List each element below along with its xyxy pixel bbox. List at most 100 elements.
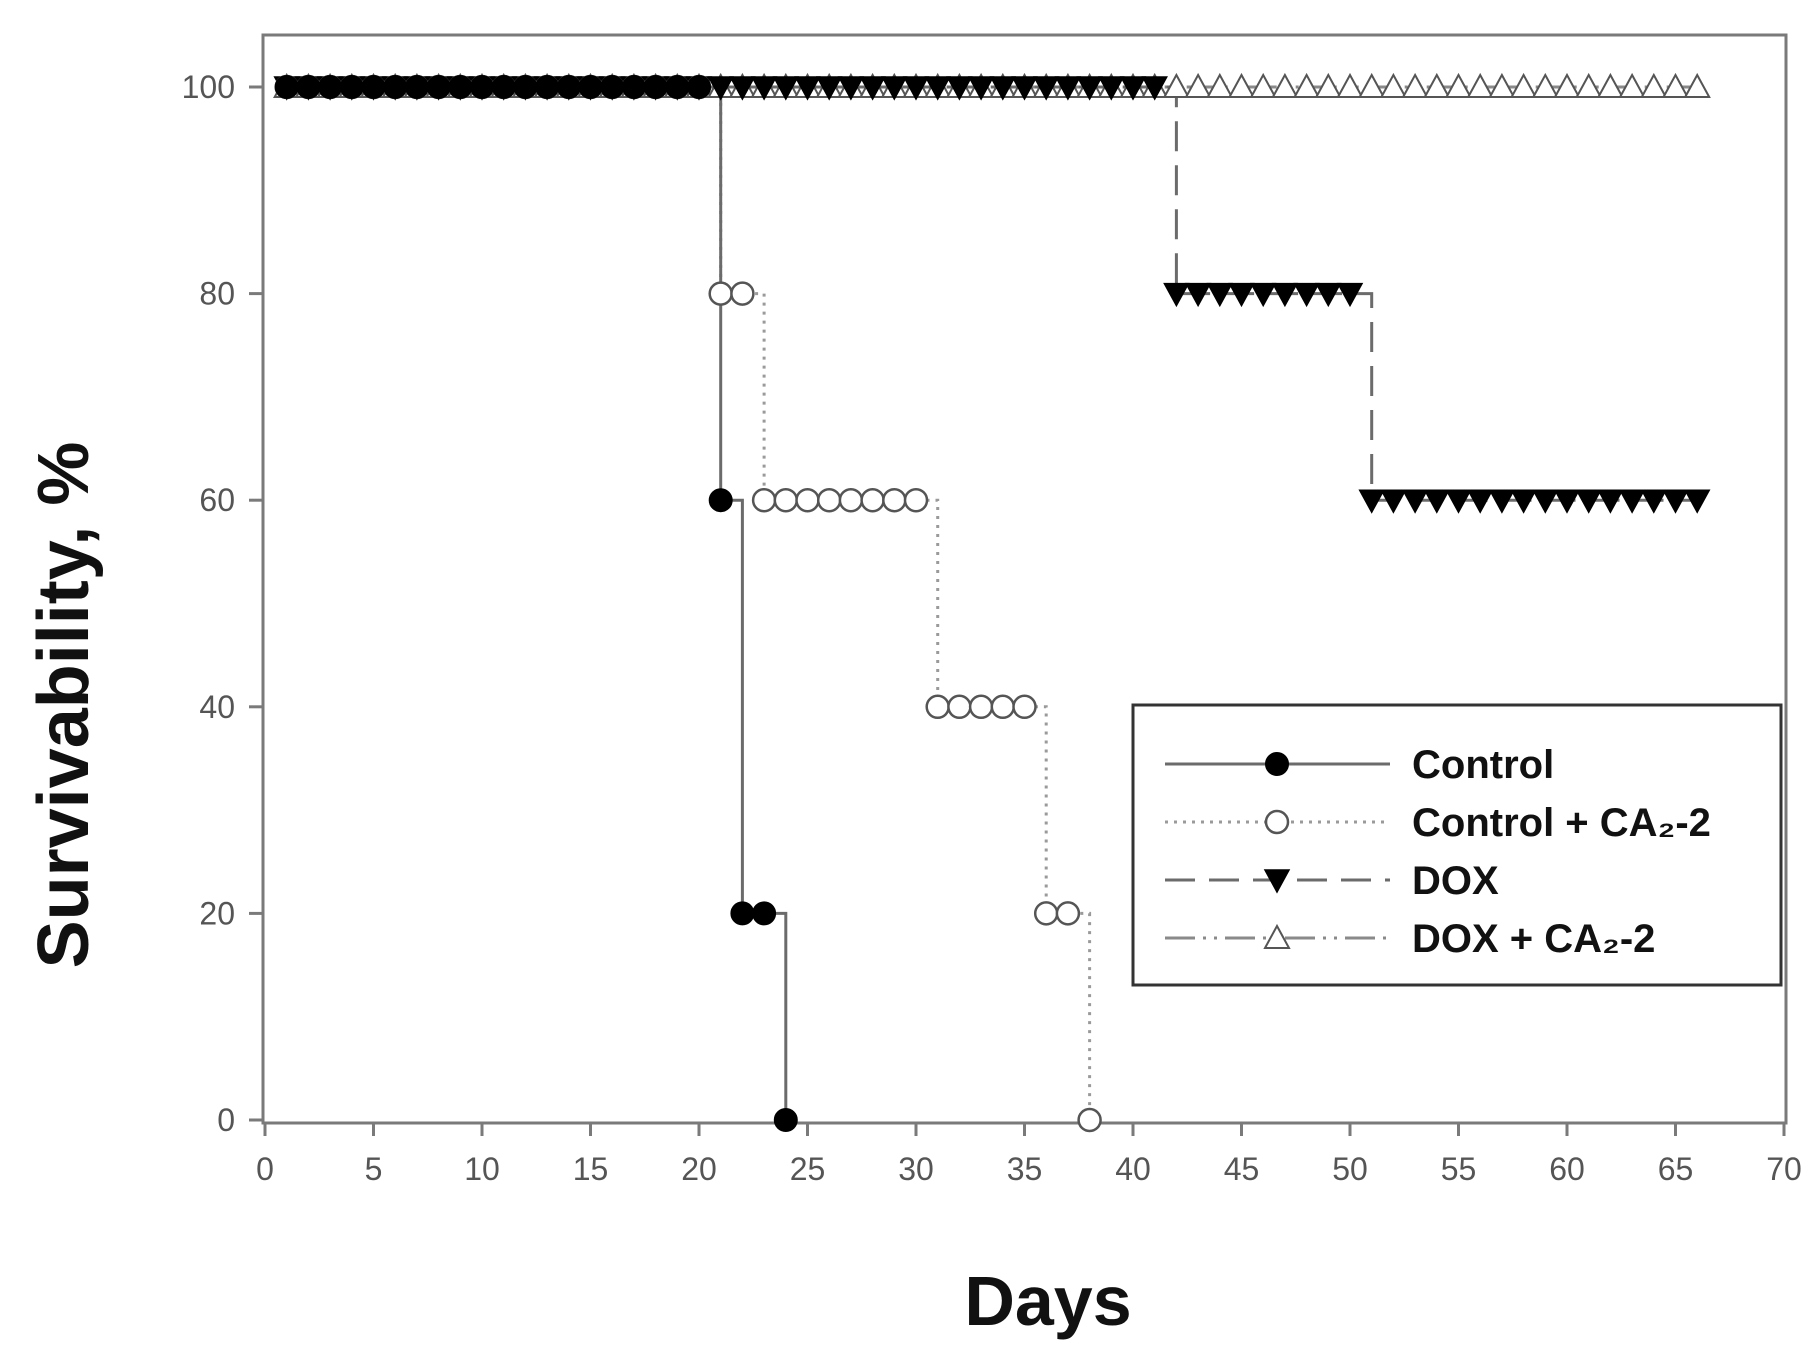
y-tick-label: 100 (182, 69, 235, 105)
x-tick-label: 5 (365, 1151, 383, 1187)
x-tick-label: 50 (1332, 1151, 1368, 1187)
data-point (794, 76, 821, 101)
data-point (1553, 72, 1581, 98)
data-point (837, 76, 865, 101)
y-axis-title: Survivability, % (24, 442, 104, 969)
x-tick-label: 55 (1441, 1151, 1477, 1187)
data-point (383, 75, 408, 99)
x-tick-label: 20 (681, 1151, 717, 1187)
data-point (1098, 76, 1125, 101)
data-point (621, 75, 646, 99)
data-point (1271, 282, 1299, 308)
data-point (1466, 72, 1494, 98)
data-point (1077, 1107, 1102, 1133)
data-point (643, 75, 668, 99)
data-point (404, 75, 429, 99)
legend-marker (1265, 752, 1289, 776)
data-point (773, 1108, 798, 1132)
legend-entries: Control Control + CA₂-2 DOX DOX + CA₂-2 (1165, 743, 1711, 961)
data-point (902, 76, 930, 101)
data-point (1531, 72, 1559, 98)
x-axis-title: Days (964, 1262, 1131, 1340)
series-line (286, 85, 1698, 502)
y-tick-label: 0 (217, 1102, 235, 1138)
data-point (882, 487, 907, 513)
legend-label: DOX (1412, 859, 1499, 903)
data-point (1119, 76, 1147, 101)
data-point (1032, 76, 1060, 101)
data-point (772, 76, 800, 101)
y-tick-label: 60 (199, 482, 235, 518)
x-tick-label: 35 (1007, 1151, 1043, 1187)
data-point (1011, 76, 1038, 101)
legend-label: DOX + CA₂-2 (1412, 917, 1655, 961)
data-point (665, 75, 690, 99)
data-point (1358, 72, 1386, 98)
data-point (947, 694, 972, 720)
data-point (600, 75, 625, 99)
data-point (773, 487, 799, 513)
data-point (1640, 489, 1668, 514)
y-tick-label: 20 (199, 895, 235, 931)
data-point (1055, 901, 1081, 926)
data-point (968, 694, 994, 720)
data-point (1141, 76, 1168, 101)
data-point (1380, 489, 1407, 514)
data-point (989, 76, 1017, 101)
x-tick-label: 40 (1115, 1151, 1151, 1187)
data-point (881, 76, 908, 101)
data-point (1597, 489, 1624, 514)
data-point (339, 75, 364, 99)
data-point (1401, 489, 1429, 514)
data-point (1423, 72, 1451, 98)
data-point (1358, 489, 1385, 514)
data-point (903, 487, 929, 513)
data-point (1683, 489, 1711, 514)
legend-label: Control (1412, 743, 1554, 787)
data-point (1249, 282, 1277, 308)
series-line (286, 85, 788, 1120)
data-point (1163, 282, 1190, 308)
data-point (1184, 282, 1212, 308)
data-point (815, 76, 843, 101)
data-point (361, 75, 386, 99)
x-tick-label: 0 (256, 1151, 274, 1187)
data-point (990, 694, 1016, 720)
data-point (318, 75, 343, 99)
data-point (1683, 72, 1711, 98)
x-tick-label: 45 (1224, 1151, 1260, 1187)
data-point (1033, 901, 1059, 926)
data-point (925, 694, 950, 720)
legend-label: Control + CA₂-2 (1412, 801, 1711, 845)
data-point (707, 76, 734, 101)
data-point (1596, 72, 1625, 98)
data-point (426, 75, 451, 99)
data-point (1575, 489, 1602, 514)
y-tick-label: 40 (199, 689, 235, 725)
data-point (1509, 72, 1538, 98)
data-point (1401, 72, 1429, 98)
data-point (513, 75, 538, 99)
data-point (448, 75, 473, 99)
legend: Control Control + CA₂-2 DOX DOX + CA₂-2 (1131, 703, 1783, 987)
legend-marker (1264, 809, 1290, 835)
data-point (795, 487, 820, 513)
data-point (1054, 76, 1082, 101)
data-point (274, 75, 299, 99)
data-point (946, 76, 973, 101)
data-point (708, 488, 733, 513)
data-point (730, 901, 755, 926)
data-point (750, 76, 778, 101)
data-point (1249, 72, 1277, 98)
data-point (687, 75, 711, 99)
data-point (708, 281, 733, 306)
data-point (1466, 489, 1494, 514)
data-point (860, 487, 885, 513)
data-point (535, 75, 560, 99)
data-point (1271, 72, 1299, 98)
data-point (1640, 72, 1668, 98)
data-point (1206, 72, 1234, 98)
data-point (729, 76, 756, 101)
x-tick-label: 10 (464, 1151, 500, 1187)
x-tick-label: 60 (1549, 1151, 1585, 1187)
